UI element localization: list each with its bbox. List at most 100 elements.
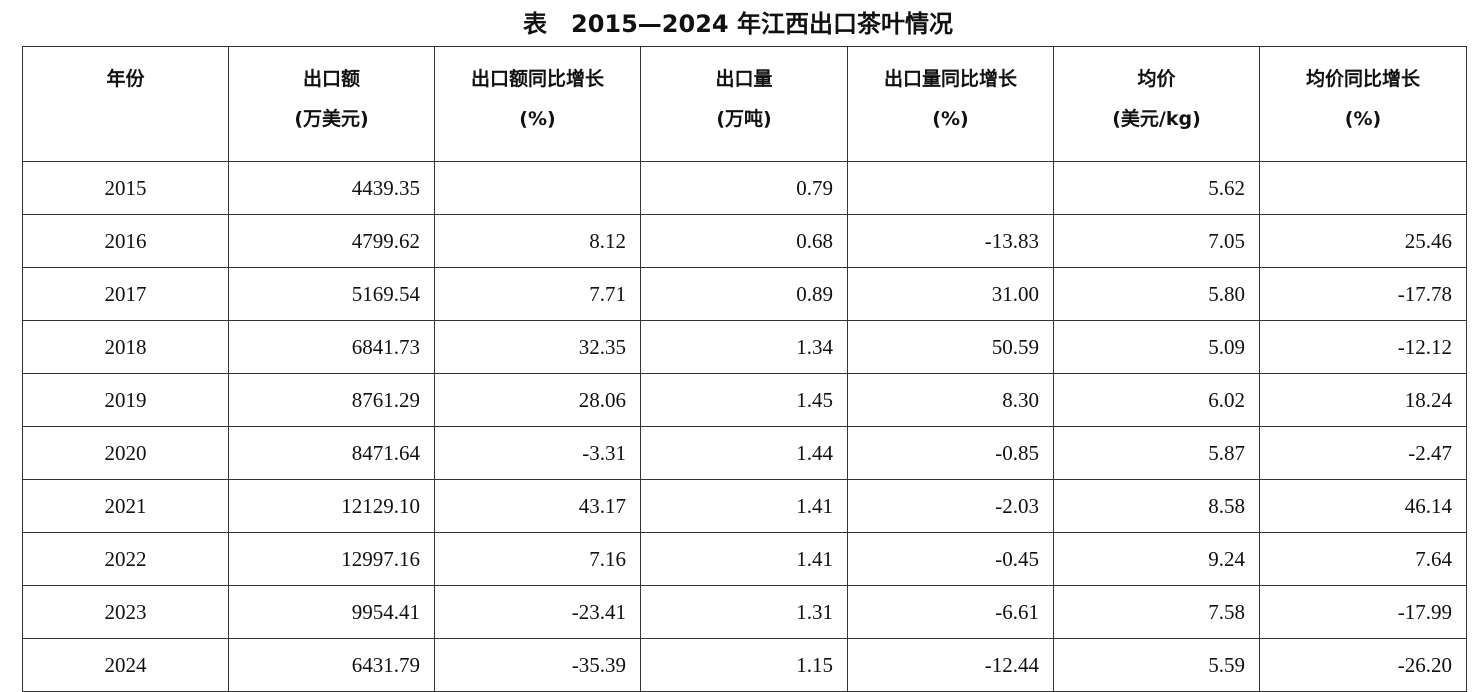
table-row: 2015 4439.35 0.79 5.62 (22, 161, 1467, 215)
table-cell: 2021 (22, 479, 229, 533)
table-cell: 0.68 (640, 214, 848, 268)
table-cell: -0.45 (847, 532, 1054, 586)
table-cell: -3.31 (434, 426, 641, 480)
table-cell: 5.62 (1053, 161, 1260, 215)
table-cell: 28.06 (434, 373, 641, 427)
table-cell: -12.12 (1259, 320, 1467, 374)
table-cell: 2023 (22, 585, 229, 639)
table-cell: -2.47 (1259, 426, 1467, 480)
table-row: 2020 8471.64 -3.31 1.44 -0.85 5.87 -2.47 (22, 426, 1467, 480)
table-cell: 2015 (22, 161, 229, 215)
table-cell: 2019 (22, 373, 229, 427)
table-cell: 9954.41 (228, 585, 435, 639)
table-cell: 7.58 (1053, 585, 1260, 639)
column-header: 出口额 (万美元) (228, 46, 435, 162)
table-cell: 7.16 (434, 532, 641, 586)
table-cell: 5.09 (1053, 320, 1260, 374)
table-cell: 4439.35 (228, 161, 435, 215)
header-line: 出口量 (715, 68, 773, 90)
table-cell: 8.58 (1053, 479, 1260, 533)
table-cell: 43.17 (434, 479, 641, 533)
table-row: 2023 9954.41 -23.41 1.31 -6.61 7.58 -17.99 (22, 585, 1467, 639)
header-line: (万美元) (294, 108, 369, 130)
table-cell: 1.15 (640, 638, 848, 692)
table-cell (1259, 161, 1467, 215)
header-line: (%) (932, 108, 969, 130)
table-cell: 32.35 (434, 320, 641, 374)
table-cell: -6.61 (847, 585, 1054, 639)
column-header: 出口量同比增长 (%) (847, 46, 1054, 162)
table-cell: 8471.64 (228, 426, 435, 480)
table-cell: 0.79 (640, 161, 848, 215)
table-cell: -0.85 (847, 426, 1054, 480)
column-header: 出口量 (万吨) (640, 46, 848, 162)
table-cell: 12997.16 (228, 532, 435, 586)
table-row: 2016 4799.62 8.12 0.68 -13.83 7.05 25.46 (22, 214, 1467, 268)
table-cell: 5.59 (1053, 638, 1260, 692)
table-cell: 8.12 (434, 214, 641, 268)
table-cell: -23.41 (434, 585, 641, 639)
table-cell: -12.44 (847, 638, 1054, 692)
table-cell: 9.24 (1053, 532, 1260, 586)
table-cell: 6.02 (1053, 373, 1260, 427)
table-cell: 8.30 (847, 373, 1054, 427)
column-header: 均价同比增长 (%) (1259, 46, 1467, 162)
table-cell: 1.41 (640, 479, 848, 533)
table-row: 2022 12997.16 7.16 1.41 -0.45 9.24 7.64 (22, 532, 1467, 586)
table-cell: 1.34 (640, 320, 848, 374)
table-cell: 1.41 (640, 532, 848, 586)
table-cell: 25.46 (1259, 214, 1467, 268)
table-cell: -17.78 (1259, 267, 1467, 321)
table-cell: 6841.73 (228, 320, 435, 374)
table-cell: 46.14 (1259, 479, 1467, 533)
table-cell: 7.64 (1259, 532, 1467, 586)
table-cell: 5169.54 (228, 267, 435, 321)
table-cell: -17.99 (1259, 585, 1467, 639)
table-cell: 2016 (22, 214, 229, 268)
table-row: 2017 5169.54 7.71 0.89 31.00 5.80 -17.78 (22, 267, 1467, 321)
table-cell: 7.05 (1053, 214, 1260, 268)
table-cell: -26.20 (1259, 638, 1467, 692)
table-cell: 1.45 (640, 373, 848, 427)
table-row: 2024 6431.79 -35.39 1.15 -12.44 5.59 -26.20 (22, 638, 1467, 692)
header-line: 出口量同比增长 (883, 68, 1017, 90)
table-row: 2018 6841.73 32.35 1.34 50.59 5.09 -12.12 (22, 320, 1467, 374)
table-cell: 4799.62 (228, 214, 435, 268)
table-cell: 7.71 (434, 267, 641, 321)
table-cell: 2020 (22, 426, 229, 480)
table-body: 2015 4439.35 0.79 5.62 2016 4799.62 8.12 0.68 -1… (22, 161, 1467, 692)
table-cell: 6431.79 (228, 638, 435, 692)
data-table: 年份 出口额 (万美元) 出口额同比增长 (%) 出口量 (万吨) 出口量同比增长 (%) 均价 (… (22, 46, 1467, 692)
table-cell: 18.24 (1259, 373, 1467, 427)
header-line: 出口额 (302, 68, 360, 90)
table-cell: 8761.29 (228, 373, 435, 427)
table-cell: 12129.10 (228, 479, 435, 533)
column-header: 出口额同比增长 (%) (434, 46, 641, 162)
table-cell: 31.00 (847, 267, 1054, 321)
header-line: (%) (1344, 108, 1382, 130)
table-cell: -35.39 (434, 638, 641, 692)
header-row: 年份 出口额 (万美元) 出口额同比增长 (%) 出口量 (万吨) 出口量同比增长 (%) 均价 (… (22, 46, 1467, 162)
table-title: 表 2015—2024 年江西出口茶叶情况 (523, 10, 953, 38)
table-cell (847, 161, 1054, 215)
header-line: (美元/kg) (1112, 108, 1201, 130)
header-line: 均价 (1137, 68, 1176, 90)
table-cell: 2017 (22, 267, 229, 321)
table-cell: 5.80 (1053, 267, 1260, 321)
table-row: 2021 12129.10 43.17 1.41 -2.03 8.58 46.14 (22, 479, 1467, 533)
table-cell: 50.59 (847, 320, 1054, 374)
header-line: 均价同比增长 (1305, 68, 1420, 90)
table-cell (434, 161, 641, 215)
header-line: (%) (519, 108, 556, 130)
table-cell: 1.44 (640, 426, 848, 480)
table-cell: 2018 (22, 320, 229, 374)
column-header: 均价 (美元/kg) (1053, 46, 1260, 162)
table-cell: 1.31 (640, 585, 848, 639)
column-header: 年份 (22, 46, 229, 162)
table-cell: 5.87 (1053, 426, 1260, 480)
table-cell: 0.89 (640, 267, 848, 321)
table-cell: 2024 (22, 638, 229, 692)
header-line: 出口额同比增长 (470, 68, 604, 90)
table-cell: -2.03 (847, 479, 1054, 533)
